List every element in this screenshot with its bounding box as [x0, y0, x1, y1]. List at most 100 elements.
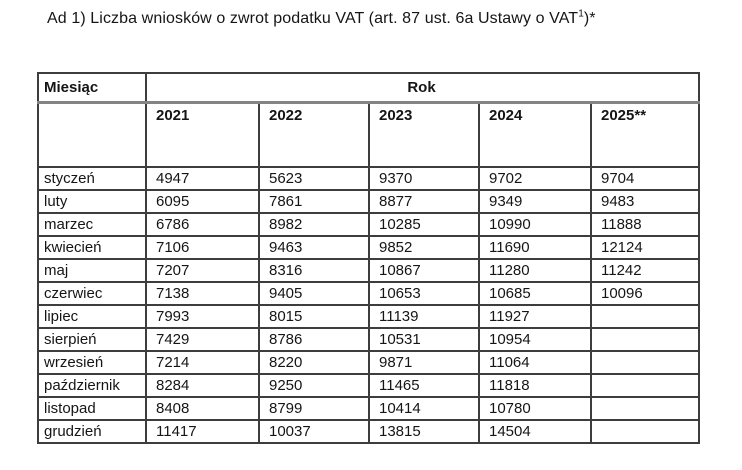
value-cell: 9250 [258, 373, 370, 398]
footnote-marker: 1 [578, 8, 584, 20]
month-cell: maj [37, 258, 147, 283]
value-cell: 8220 [258, 350, 370, 375]
year-column-header: 2021 [145, 101, 260, 168]
value-cell: 11417 [145, 419, 260, 444]
table-row: październik 8284 9250 11465 11818 [37, 373, 700, 398]
table-row: marzec 6786 8982 10285 10990 11888 [37, 212, 700, 237]
value-cell [590, 373, 700, 398]
value-cell: 11818 [478, 373, 592, 398]
empty-corner-cell [37, 101, 147, 168]
value-cell: 11242 [590, 258, 700, 283]
value-cell: 9704 [590, 166, 700, 191]
value-cell: 9463 [258, 235, 370, 260]
value-cell: 10685 [478, 281, 592, 306]
table-row: maj 7207 8316 10867 11280 11242 [37, 258, 700, 283]
value-cell: 7138 [145, 281, 260, 306]
value-cell: 7429 [145, 327, 260, 352]
value-cell: 8408 [145, 396, 260, 421]
value-cell: 9405 [258, 281, 370, 306]
page-title: Ad 1) Liczba wniosków o zwrot podatku VA… [47, 8, 596, 28]
value-cell: 9349 [478, 189, 592, 214]
month-cell: wrzesień [37, 350, 147, 375]
value-cell: 9370 [368, 166, 480, 191]
month-cell: marzec [37, 212, 147, 237]
month-cell: lipiec [37, 304, 147, 329]
month-cell: sierpień [37, 327, 147, 352]
month-column-header: Miesiąc [37, 72, 147, 104]
value-cell [590, 396, 700, 421]
month-cell: kwiecień [37, 235, 147, 260]
year-column-header: 2023 [368, 101, 480, 168]
year-column-header: 2024 [478, 101, 592, 168]
table-row: czerwiec 7138 9405 10653 10685 10096 [37, 281, 700, 306]
table-row: styczeń 4947 5623 9370 9702 9704 [37, 166, 700, 191]
vat-refund-table: Miesiąc Rok 2021 2022 2023 2024 2025** stycz… [37, 72, 700, 444]
value-cell: 8015 [258, 304, 370, 329]
month-cell: styczeń [37, 166, 147, 191]
month-cell: grudzień [37, 419, 147, 444]
value-cell: 7861 [258, 189, 370, 214]
page-title-text: Ad 1) Liczba wniosków o zwrot podatku VA… [47, 10, 579, 27]
value-cell: 10954 [478, 327, 592, 352]
value-cell: 11465 [368, 373, 480, 398]
value-cell: 11139 [368, 304, 480, 329]
value-cell: 9852 [368, 235, 480, 260]
table-body: styczeń 4947 5623 9370 9702 9704 luty 6095 7861 8… [37, 166, 700, 444]
value-cell: 12124 [590, 235, 700, 260]
value-cell: 10780 [478, 396, 592, 421]
table-row: lipiec 7993 8015 11139 11927 [37, 304, 700, 329]
value-cell: 10531 [368, 327, 480, 352]
value-cell: 10990 [478, 212, 592, 237]
value-cell: 10285 [368, 212, 480, 237]
value-cell [590, 350, 700, 375]
value-cell: 10414 [368, 396, 480, 421]
page-title-suffix: )* [583, 10, 596, 27]
year-column-header: 2022 [258, 101, 370, 168]
value-cell: 7207 [145, 258, 260, 283]
table-row: grudzień 11417 10037 13815 14504 [37, 419, 700, 444]
value-cell: 4947 [145, 166, 260, 191]
value-cell: 11280 [478, 258, 592, 283]
group-header-row: Miesiąc Rok [37, 72, 700, 104]
value-cell: 5623 [258, 166, 370, 191]
value-cell: 8877 [368, 189, 480, 214]
value-cell: 8786 [258, 327, 370, 352]
value-cell: 14504 [478, 419, 592, 444]
value-cell: 11927 [478, 304, 592, 329]
table-row: luty 6095 7861 8877 9349 9483 [37, 189, 700, 214]
table-row: wrzesień 7214 8220 9871 11064 [37, 350, 700, 375]
value-cell: 11888 [590, 212, 700, 237]
value-cell: 8982 [258, 212, 370, 237]
value-cell: 9702 [478, 166, 592, 191]
value-cell: 10037 [258, 419, 370, 444]
value-cell: 10867 [368, 258, 480, 283]
value-cell [590, 419, 700, 444]
value-cell: 9871 [368, 350, 480, 375]
value-cell: 11690 [478, 235, 592, 260]
value-cell: 8799 [258, 396, 370, 421]
year-group-header: Rok [145, 72, 700, 104]
year-header-row: 2021 2022 2023 2024 2025** [37, 101, 700, 168]
year-column-header: 2025** [590, 101, 700, 168]
table-row: sierpień 7429 8786 10531 10954 [37, 327, 700, 352]
value-cell: 6095 [145, 189, 260, 214]
table-row: kwiecień 7106 9463 9852 11690 12124 [37, 235, 700, 260]
month-cell: listopad [37, 396, 147, 421]
value-cell: 13815 [368, 419, 480, 444]
value-cell: 8284 [145, 373, 260, 398]
value-cell: 7214 [145, 350, 260, 375]
table-row: listopad 8408 8799 10414 10780 [37, 396, 700, 421]
value-cell: 10653 [368, 281, 480, 306]
value-cell: 7993 [145, 304, 260, 329]
value-cell: 9483 [590, 189, 700, 214]
value-cell [590, 327, 700, 352]
month-cell: październik [37, 373, 147, 398]
value-cell: 11064 [478, 350, 592, 375]
month-cell: czerwiec [37, 281, 147, 306]
value-cell [590, 304, 700, 329]
month-cell: luty [37, 189, 147, 214]
value-cell: 7106 [145, 235, 260, 260]
value-cell: 10096 [590, 281, 700, 306]
value-cell: 6786 [145, 212, 260, 237]
value-cell: 8316 [258, 258, 370, 283]
